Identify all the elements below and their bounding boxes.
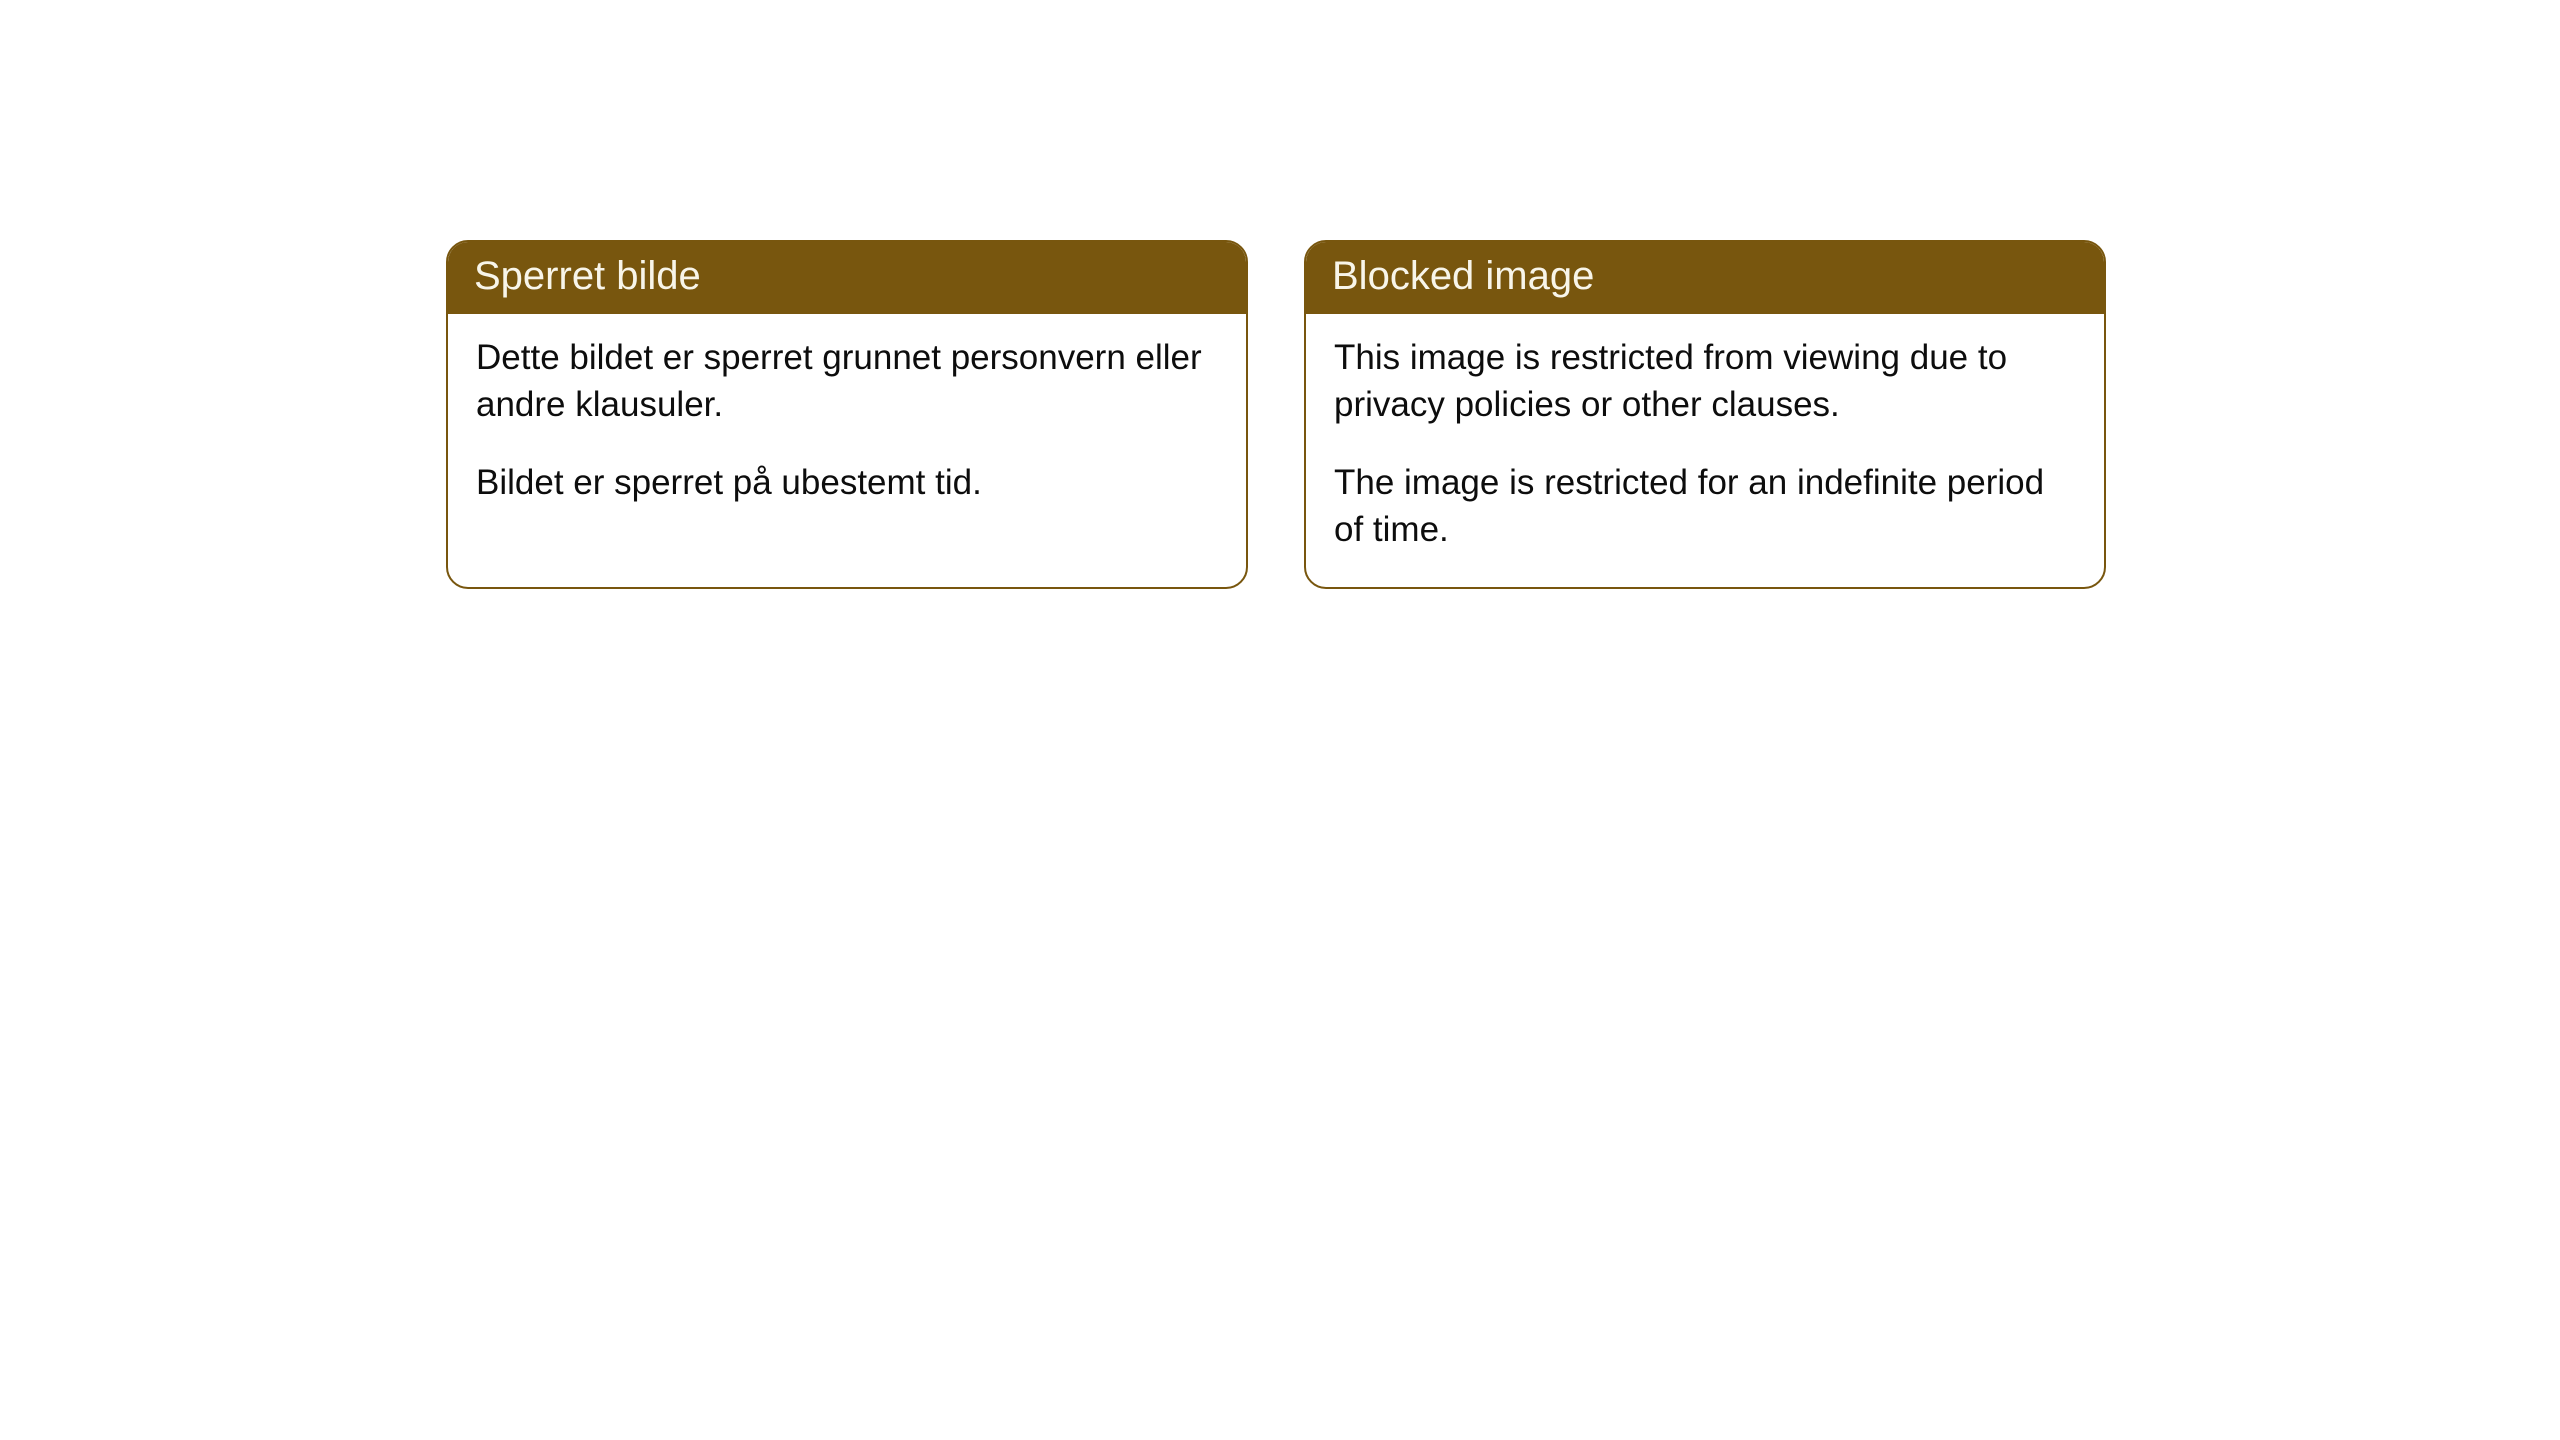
- card-title: Sperret bilde: [474, 254, 701, 298]
- card-title: Blocked image: [1332, 254, 1594, 298]
- card-paragraph: This image is restricted from viewing du…: [1334, 334, 2076, 429]
- blocked-image-card-no: Sperret bilde Dette bildet er sperret gr…: [446, 240, 1248, 589]
- card-paragraph: Dette bildet er sperret grunnet personve…: [476, 334, 1218, 429]
- card-header: Blocked image: [1306, 242, 2104, 314]
- notice-cards-container: Sperret bilde Dette bildet er sperret gr…: [0, 0, 2560, 589]
- card-body: This image is restricted from viewing du…: [1306, 314, 2104, 587]
- card-header: Sperret bilde: [448, 242, 1246, 314]
- blocked-image-card-en: Blocked image This image is restricted f…: [1304, 240, 2106, 589]
- card-body: Dette bildet er sperret grunnet personve…: [448, 314, 1246, 540]
- card-paragraph: Bildet er sperret på ubestemt tid.: [476, 459, 1218, 506]
- card-paragraph: The image is restricted for an indefinit…: [1334, 459, 2076, 554]
